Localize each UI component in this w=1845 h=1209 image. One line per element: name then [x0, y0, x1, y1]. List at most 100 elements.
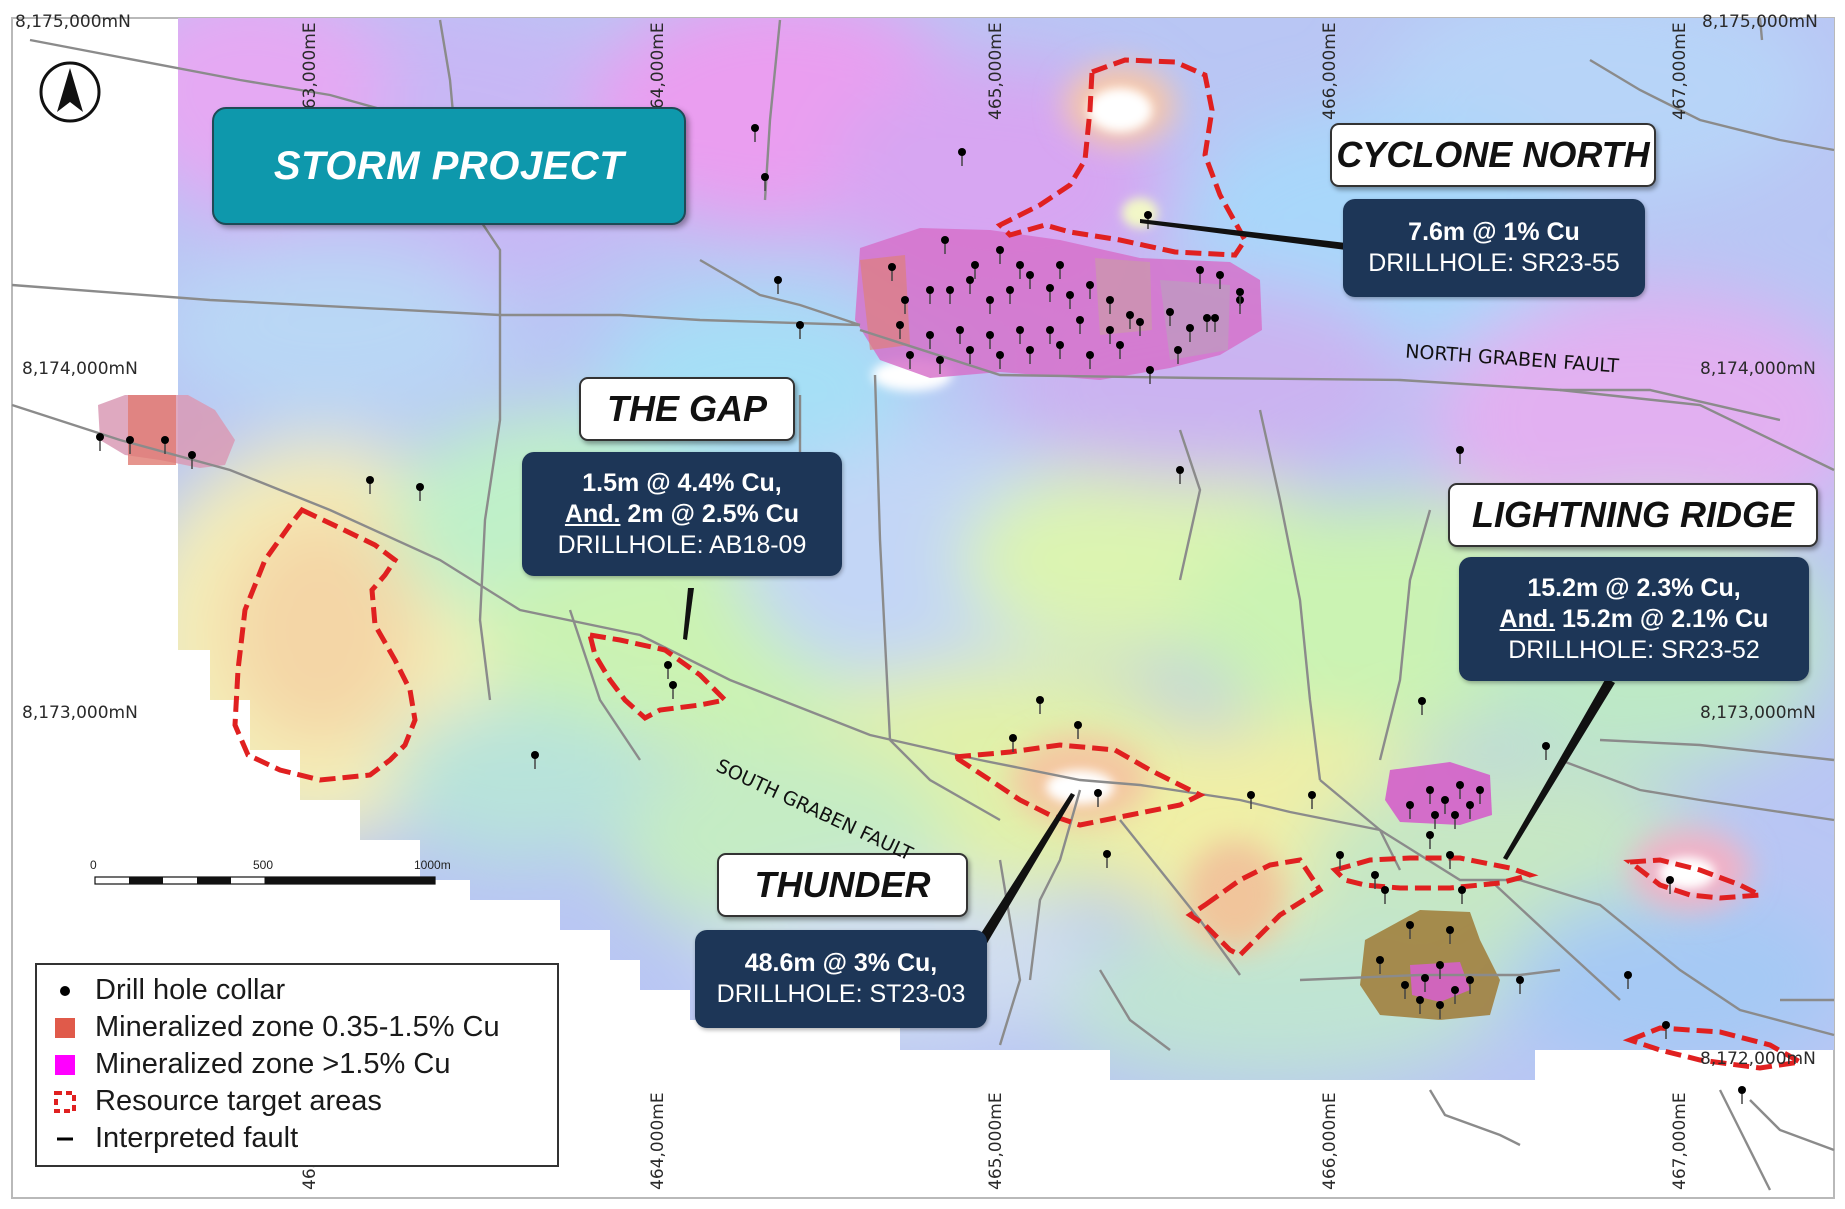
scale-label-500: 500 [253, 858, 274, 872]
drill-collar [1146, 366, 1154, 374]
drill-collar [1446, 851, 1454, 859]
drill-collar-icon [53, 979, 77, 1003]
legend-label: Resource target areas [95, 1085, 382, 1117]
drill-collar [1662, 1021, 1670, 1029]
drill-collar [1406, 801, 1414, 809]
northing-tick-top-right: 8,175,000mN [1702, 12, 1818, 32]
scale-label-0: 0 [90, 858, 97, 872]
drill-collar [1456, 446, 1464, 454]
drill-collar [1451, 811, 1459, 819]
drill-collar [1431, 811, 1439, 819]
target-area-icon [53, 1090, 77, 1114]
legend-item-zone-high: Mineralized zone >1.5% Cu [53, 1048, 450, 1081]
drill-collar [1086, 281, 1094, 289]
info-box-cyclone-north: 7.6m @ 1% Cu DRILLHOLE: SR23-55 [1343, 199, 1645, 297]
easting-tick-top-5: 467,000mE [1670, 22, 1690, 120]
drill-collar [1046, 326, 1054, 334]
info-box-the-gap: 1.5m @ 4.4% Cu, And. 2m @ 2.5% Cu DRILLH… [522, 452, 842, 576]
prospect-name-cyclone-north: CYCLONE NORTH [1330, 123, 1656, 187]
drill-collar [1016, 261, 1024, 269]
drill-collar [1466, 801, 1474, 809]
prospect-name-the-gap: THE GAP [579, 377, 795, 441]
legend-label: Drill hole collar [95, 974, 286, 1006]
callout-pointers [683, 219, 1615, 945]
easting-tick-bottom-2: 464,000mE [648, 1092, 668, 1190]
drill-collar [1186, 324, 1194, 332]
drill-collar [1624, 971, 1632, 979]
drill-collar [1441, 796, 1449, 804]
drill-collar [936, 356, 944, 364]
drill-collar [1416, 996, 1424, 1004]
drill-collar [1418, 697, 1426, 705]
intercept-2: 2m @ 2.5% Cu [620, 499, 800, 528]
drillhole-id: DRILLHOLE: SR23-52 [1508, 635, 1760, 664]
drill-collar [1446, 926, 1454, 934]
drill-collar [1126, 311, 1134, 319]
drill-collar [1458, 886, 1466, 894]
drill-collar [901, 296, 909, 304]
intercept-2: 15.2m @ 2.1% Cu [1555, 604, 1769, 633]
drill-collar [366, 476, 374, 484]
drill-collar [1026, 271, 1034, 279]
legend-item-zone-low: Mineralized zone 0.35-1.5% Cu [53, 1011, 500, 1044]
info-box-thunder: 48.6m @ 3% Cu, DRILLHOLE: ST23-03 [695, 930, 987, 1028]
northing-tick-right-4: 8,172,000mN [1700, 1049, 1816, 1069]
drill-collar [1247, 791, 1255, 799]
project-title: STORM PROJECT [212, 107, 686, 225]
drill-collar [1666, 876, 1674, 884]
drill-collar [1086, 351, 1094, 359]
and-label: And. [1499, 604, 1556, 633]
drill-collar [669, 681, 677, 689]
drill-collar [1336, 851, 1344, 859]
and-label: And. [564, 499, 621, 528]
drill-collar [1516, 976, 1524, 984]
drill-collar [1106, 326, 1114, 334]
drill-collar [774, 276, 782, 284]
drill-collar [796, 321, 804, 329]
info-box-lightning-ridge: 15.2m @ 2.3% Cu, And. 15.2m @ 2.1% Cu DR… [1459, 557, 1809, 681]
drill-collar [1176, 466, 1184, 474]
drill-collar [1401, 981, 1409, 989]
drill-collar [1436, 961, 1444, 969]
easting-tick-top-4: 466,000mE [1320, 22, 1340, 120]
drill-collar [1166, 308, 1174, 316]
zone-low-icon [53, 1016, 77, 1040]
intercept-line: 7.6m @ 1% Cu [1408, 218, 1580, 246]
drill-collar [1094, 789, 1102, 797]
drill-collar [1144, 211, 1152, 219]
map-legend: Drill hole collar Mineralized zone 0.35-… [35, 963, 559, 1167]
drill-collar [1236, 288, 1244, 296]
prospect-name-thunder: THUNDER [717, 853, 968, 917]
drill-collar [1216, 271, 1224, 279]
drill-collar [1738, 1086, 1746, 1094]
easting-tick-bottom-5: 467,000mE [1670, 1092, 1690, 1190]
drill-collar [996, 246, 1004, 254]
drill-collar [1476, 786, 1484, 794]
drill-collar [1436, 1001, 1444, 1009]
legend-label: Mineralized zone 0.35-1.5% Cu [95, 1011, 500, 1043]
drill-collar [1046, 284, 1054, 292]
drill-collar [1381, 886, 1389, 894]
drill-collar [1009, 734, 1017, 742]
drill-hole-collars [96, 124, 1746, 1104]
northing-tick-right-2: 8,174,000mN [1700, 359, 1816, 379]
drill-collar [1036, 696, 1044, 704]
drill-collar [1456, 781, 1464, 789]
drill-collar [986, 331, 994, 339]
drill-collar [971, 261, 979, 269]
intercept-line: 15.2m @ 2.3% Cu, [1527, 573, 1741, 602]
zone-high-icon [53, 1053, 77, 1077]
intercept-line-2: And. 2m @ 2.5% Cu [522, 499, 842, 530]
scale-bar [94, 876, 436, 885]
drillhole-id: DRILLHOLE: AB18-09 [557, 530, 807, 559]
drill-collar [1056, 341, 1064, 349]
drill-collar [1103, 850, 1111, 858]
resource-target-areas [232, 57, 1808, 1071]
drill-collar [1136, 318, 1144, 326]
drill-collar [946, 286, 954, 294]
legend-item-drill-collar: Drill hole collar [53, 974, 285, 1007]
northing-tick-left-2: 8,174,000mN [22, 359, 138, 379]
drill-collar [1466, 976, 1474, 984]
drill-collar [1376, 956, 1384, 964]
